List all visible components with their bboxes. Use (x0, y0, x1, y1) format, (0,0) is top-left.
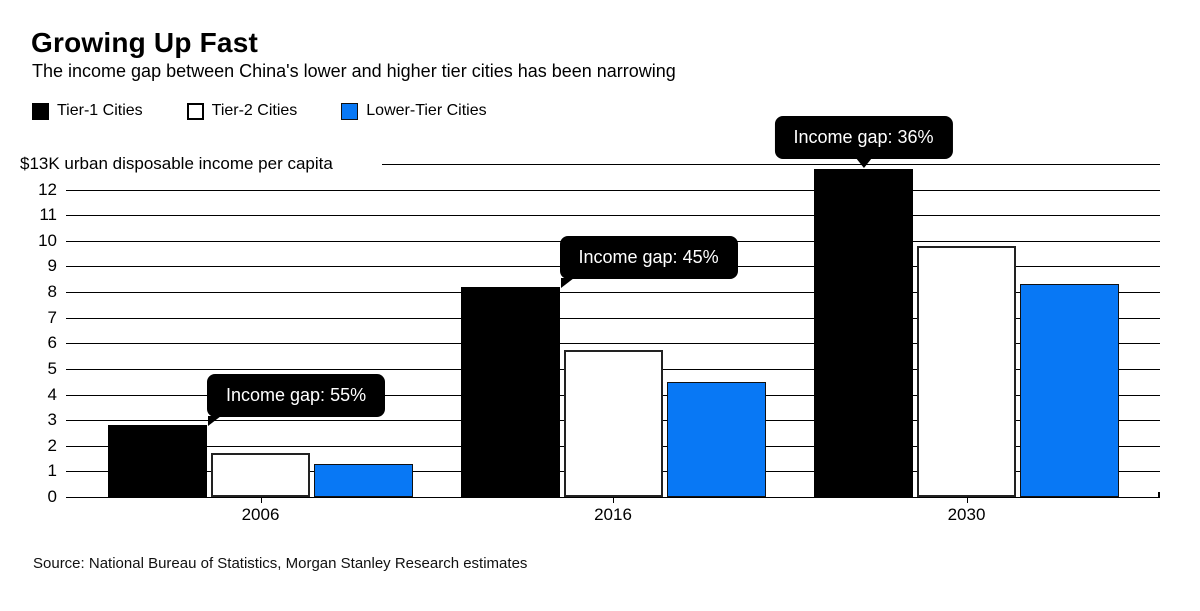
bar-tier-1-cities-2030 (814, 169, 913, 497)
gridline-8 (66, 292, 1160, 294)
x-tick-label-2016: 2016 (594, 505, 632, 524)
legend-item-tier-1-cities: Tier-1 Cities (32, 102, 143, 120)
y-tick-label-2: 2 (47, 435, 57, 455)
y-tick-label-7: 7 (47, 307, 57, 327)
bar-tier-2-cities-2030 (917, 245, 1016, 497)
axis-end-tick (1158, 492, 1160, 497)
y-tick-label-0: 0 (47, 487, 57, 506)
bar-lower-tier-cities-2016 (666, 381, 766, 497)
x-tick-2006 (260, 497, 262, 503)
bar-tier-2-cities-2006 (211, 453, 310, 497)
bar-tier-2-cities-2016 (563, 349, 663, 497)
y-tick-label-1: 1 (47, 461, 57, 481)
legend-swatch-lower-tier-cities (341, 102, 359, 120)
legend-label: Tier-2 Cities (211, 102, 298, 119)
gridline-6 (66, 343, 1160, 345)
y-tick-label-8: 8 (47, 282, 57, 302)
legend-swatch-tier-1-cities (32, 102, 49, 120)
y-tick-label-10: 10 (38, 230, 57, 250)
x-tick-2030 (966, 497, 968, 503)
income-gap-annotation-2006: Income gap: 55% (207, 374, 386, 427)
callout-tail (208, 416, 221, 427)
bar-tier-1-cities-2016 (460, 286, 560, 497)
y-tick-label-11: 11 (39, 205, 57, 225)
legend: Tier-1 Cities Tier-2 Cities Lower-Tier Cit… (32, 102, 487, 120)
y-tick-label-3: 3 (47, 410, 57, 430)
legend-swatch-tier-2-cities (186, 102, 204, 120)
income-gap-annotation-2030: Income gap: 36% (774, 116, 953, 169)
y-tick-label-12: 12 (38, 179, 57, 199)
callout-tail (560, 277, 574, 288)
x-tick-2016 (613, 497, 614, 503)
source-note: Source: National Bureau of Statistics, M… (33, 555, 528, 572)
legend-item-tier-2-cities: Tier-2 Cities (186, 102, 298, 120)
chart-subtitle: The income gap between China's lower and… (32, 61, 676, 81)
gridline-12 (66, 189, 1160, 191)
y-tick-label-9: 9 (47, 256, 57, 276)
income-gap-annotation-2016: Income gap: 45% (559, 235, 738, 288)
y-tick-label-4: 4 (47, 384, 57, 404)
y-tick-label-5: 5 (47, 358, 57, 378)
gridline-7 (66, 317, 1160, 319)
bar-tier-1-cities-2006 (108, 425, 207, 497)
gridline-13 (382, 164, 1160, 165)
legend-label: Lower-Tier Cities (366, 102, 487, 119)
bar-lower-tier-cities-2030 (1020, 284, 1119, 497)
x-tick-label-2030: 2030 (947, 505, 986, 524)
legend-label: Tier-1 Cities (57, 102, 143, 119)
legend-item-lower-tier-cities: Lower-Tier Cities (341, 102, 487, 120)
chart-title: Growing Up Fast (31, 27, 258, 58)
y-tick-label-6: 6 (47, 333, 57, 353)
bar-lower-tier-cities-2006 (314, 463, 413, 497)
x-tick-label-2006: 2006 (241, 505, 280, 524)
gridline-11 (66, 215, 1160, 217)
callout-tail (855, 158, 872, 169)
y-axis-label: $13K urban disposable income per capita (20, 154, 333, 173)
